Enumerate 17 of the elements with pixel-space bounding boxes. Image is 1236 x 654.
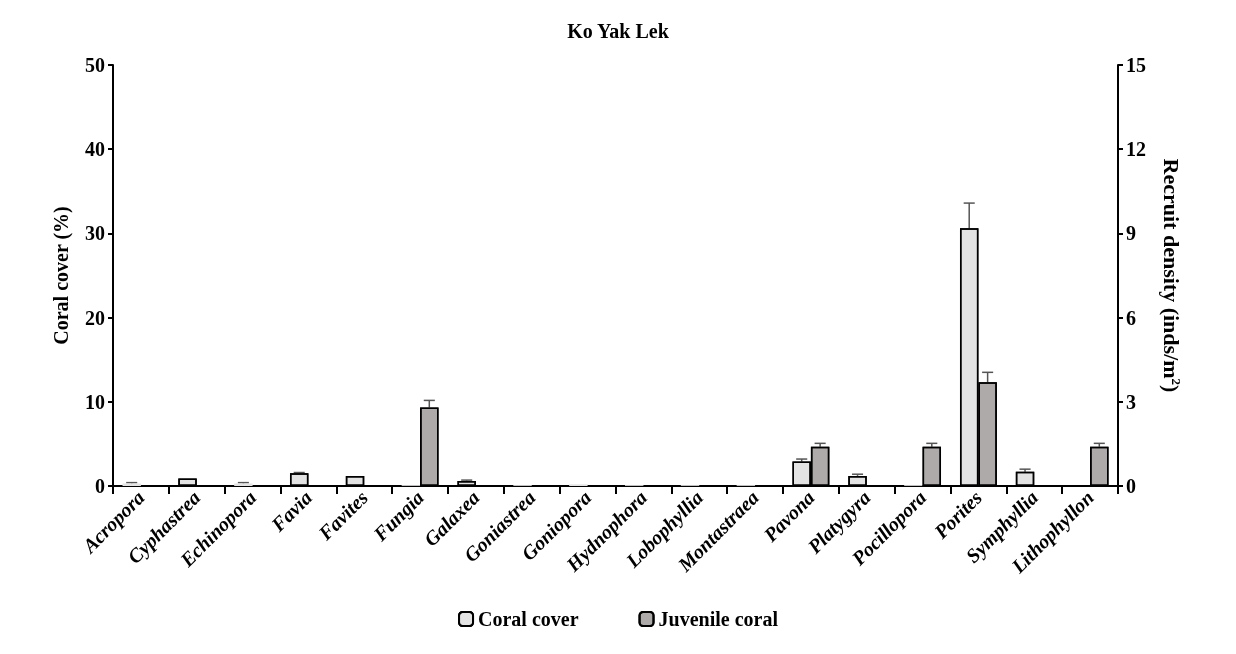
y-tick-label: 50 (85, 54, 105, 76)
y2-tick-label: 15 (1126, 54, 1146, 76)
y-axis-title: Coral cover (%) (50, 206, 73, 345)
y2-axis-title: Recruit density (inds/m2) (1159, 158, 1184, 393)
y2-tick-label: 0 (1126, 475, 1136, 497)
y2-tick-label: 3 (1126, 390, 1136, 413)
chart-title: Ko Yak Lek (567, 20, 670, 42)
legend-label: Juvenile coral (658, 608, 779, 630)
y-tick-label: 40 (85, 138, 105, 161)
y-tick-label: 0 (95, 475, 105, 497)
y-tick-label: 20 (85, 306, 105, 329)
y-tick-label: 30 (85, 222, 105, 245)
y2-tick-label: 12 (1126, 138, 1146, 161)
y2-tick-label: 9 (1126, 222, 1136, 245)
y-tick-label: 10 (85, 390, 105, 413)
y2-tick-label: 6 (1126, 306, 1136, 329)
legend-label: Coral cover (478, 608, 579, 630)
